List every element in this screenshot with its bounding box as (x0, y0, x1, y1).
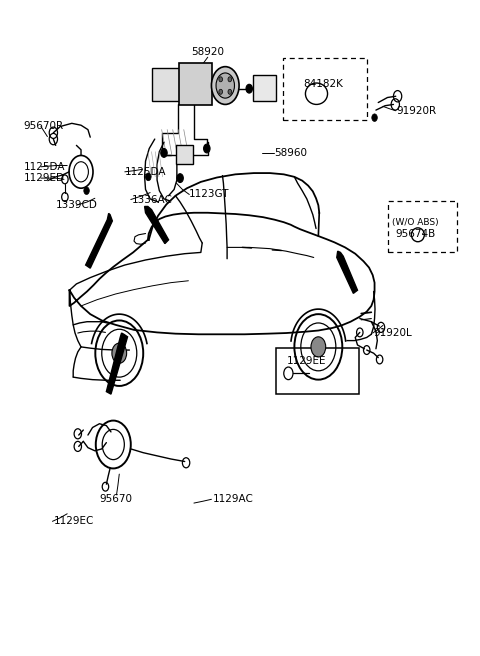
Polygon shape (337, 251, 358, 293)
Text: 95670: 95670 (99, 494, 132, 504)
FancyBboxPatch shape (179, 63, 212, 105)
Circle shape (161, 148, 167, 157)
Text: 1129EE: 1129EE (287, 356, 326, 366)
Circle shape (246, 84, 252, 93)
Text: 1129ED: 1129ED (24, 173, 64, 183)
Text: 1129EC: 1129EC (53, 516, 94, 526)
Circle shape (372, 114, 377, 121)
FancyBboxPatch shape (388, 201, 457, 252)
Text: 91920R: 91920R (396, 106, 437, 115)
Circle shape (211, 67, 239, 104)
Circle shape (228, 77, 232, 82)
Polygon shape (107, 333, 128, 394)
Circle shape (204, 144, 210, 153)
Text: 1336AC: 1336AC (132, 195, 173, 205)
Ellipse shape (411, 228, 424, 241)
Circle shape (112, 343, 127, 363)
FancyBboxPatch shape (276, 348, 360, 394)
Text: 1123GT: 1123GT (189, 190, 230, 199)
Text: 58960: 58960 (275, 148, 308, 158)
Text: 1125DA: 1125DA (125, 167, 166, 177)
Polygon shape (144, 207, 168, 243)
Text: 1339CD: 1339CD (56, 200, 97, 210)
Ellipse shape (305, 83, 327, 104)
Text: (W/O ABS): (W/O ABS) (392, 218, 438, 227)
Text: 91920L: 91920L (373, 328, 412, 338)
Text: 1129AC: 1129AC (212, 494, 253, 504)
Circle shape (228, 89, 232, 94)
Circle shape (219, 89, 223, 94)
Text: 1125DA: 1125DA (24, 162, 65, 172)
Circle shape (177, 174, 183, 182)
Polygon shape (85, 213, 112, 268)
FancyBboxPatch shape (253, 75, 276, 100)
Circle shape (145, 173, 151, 180)
Circle shape (219, 77, 223, 82)
Text: 58920: 58920 (191, 47, 224, 57)
Text: 84182K: 84182K (303, 79, 343, 89)
Circle shape (311, 337, 326, 357)
FancyBboxPatch shape (283, 58, 367, 119)
Circle shape (216, 73, 234, 98)
Text: 95670R: 95670R (24, 121, 63, 131)
Circle shape (84, 187, 89, 194)
Text: 95674B: 95674B (395, 228, 435, 239)
FancyBboxPatch shape (177, 145, 193, 163)
FancyBboxPatch shape (152, 68, 180, 100)
